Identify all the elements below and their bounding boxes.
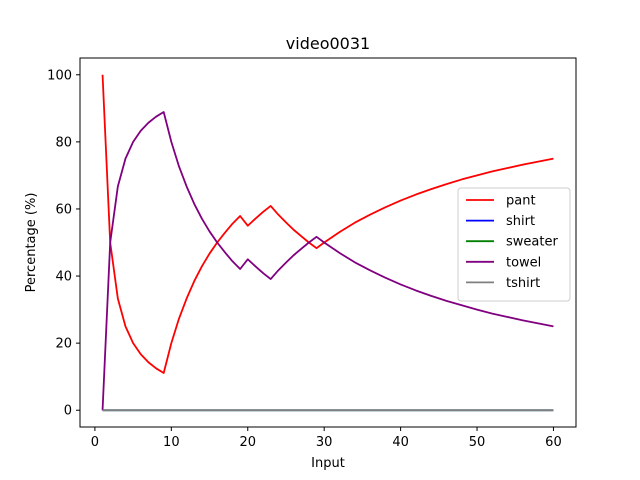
y-tick-label: 40	[55, 270, 72, 285]
y-tick-label: 0	[64, 404, 72, 419]
legend-frame	[457, 187, 571, 302]
legend: pant shirt sweater towel tshirt	[457, 187, 571, 302]
x-tick-label: 20	[239, 435, 256, 450]
y-axis-label: Percentage (%)	[24, 193, 39, 293]
x-tick-label: 40	[392, 435, 409, 450]
x-tick-label: 50	[469, 435, 486, 450]
chart-title: video0031	[286, 34, 370, 53]
y-tick-label: 20	[55, 337, 72, 352]
plot-area	[101, 74, 554, 412]
series-line-pant	[101, 74, 554, 374]
axis-ticks: 0 10 20 30 40 50 60 0 20 40 60 80 100	[47, 68, 562, 450]
series-line-towel	[101, 111, 554, 411]
legend-label-pant: pant	[506, 194, 536, 209]
y-tick-label: 80	[55, 135, 72, 150]
x-tick-label: 60	[545, 435, 562, 450]
y-tick-label: 100	[47, 68, 72, 83]
legend-label-tshirt: tshirt	[506, 276, 540, 291]
axes-frame	[79, 57, 577, 428]
legend-label-sweater: sweater	[506, 235, 558, 250]
x-axis-label: Input	[311, 456, 345, 471]
legend-label-shirt: shirt	[506, 214, 535, 229]
x-tick-label: 30	[316, 435, 333, 450]
x-tick-label: 0	[91, 435, 99, 450]
legend-label-towel: towel	[506, 255, 541, 270]
x-tick-label: 10	[163, 435, 180, 450]
y-tick-label: 60	[55, 202, 72, 217]
